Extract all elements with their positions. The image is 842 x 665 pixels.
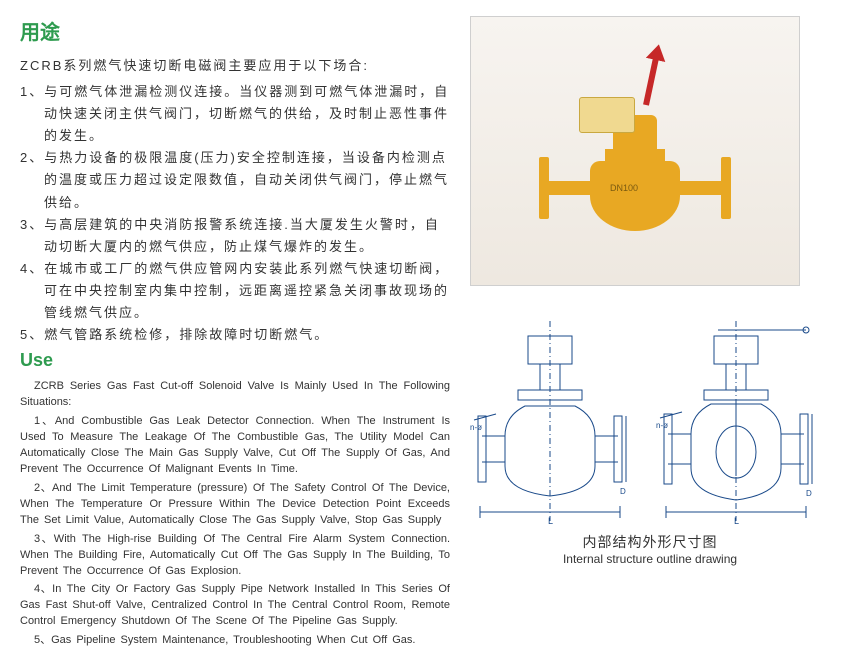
- list-en-item: 5、Gas Pipeline System Maintenance, Troub…: [20, 633, 450, 649]
- svg-text:L: L: [734, 516, 739, 526]
- technical-diagram: L n-ø D: [470, 316, 830, 566]
- diagram-caption-en: Internal structure outline drawing: [470, 552, 830, 566]
- schematic-b: L n-ø D: [656, 316, 816, 526]
- list-cn-item: 1、与可燃气体泄漏检测仪连接。当仪器测到可燃气体泄漏时，自动快速关闭主供气阀门，…: [20, 81, 450, 147]
- svg-text:D: D: [620, 487, 626, 496]
- intro-en: ZCRB Series Gas Fast Cut-off Solenoid Va…: [20, 379, 450, 411]
- list-en-item: 4、In The City Or Factory Gas Supply Pipe…: [20, 582, 450, 630]
- heading-cn: 用途: [20, 16, 450, 45]
- list-cn: 1、与可燃气体泄漏检测仪连接。当仪器测到可燃气体泄漏时，自动快速关闭主供气阀门，…: [20, 81, 450, 346]
- list-cn-item: 5、燃气管路系统检修，排除故障时切断燃气。: [20, 324, 450, 346]
- svg-text:n-ø: n-ø: [470, 423, 482, 432]
- list-en-item: 3、With The High-rise Building Of The Cen…: [20, 532, 450, 580]
- svg-text:L: L: [548, 516, 553, 526]
- list-cn-item: 3、与高层建筑的中央消防报警系统连接.当大厦发生火警时，自动切断大厦内的燃气供应…: [20, 214, 450, 258]
- list-en-item: 2、And The Limit Temperature (pressure) O…: [20, 481, 450, 529]
- list-cn-item: 4、在城市或工厂的燃气供应管网内安装此系列燃气快速切断阀，可在中央控制室内集中控…: [20, 258, 450, 324]
- list-en-item: 1、And Combustible Gas Leak Detector Conn…: [20, 414, 450, 478]
- diagram-caption-cn: 内部结构外形尺寸图: [470, 532, 830, 552]
- product-photo: [470, 16, 800, 286]
- text-column: 用途 ZCRB系列燃气快速切断电磁阀主要应用于以下场合: 1、与可燃气体泄漏检测…: [20, 16, 470, 649]
- intro-cn: ZCRB系列燃气快速切断电磁阀主要应用于以下场合:: [20, 55, 450, 77]
- svg-text:D: D: [806, 489, 812, 498]
- heading-en: Use: [20, 350, 450, 371]
- schematic-a: L n-ø D: [470, 316, 630, 526]
- image-column: L n-ø D: [470, 16, 822, 649]
- valve-icon: [535, 41, 735, 261]
- list-cn-item: 2、与热力设备的极限温度(压力)安全控制连接，当设备内检测点的温度或压力超过设定…: [20, 147, 450, 213]
- svg-text:n-ø: n-ø: [656, 421, 668, 430]
- list-en: 1、And Combustible Gas Leak Detector Conn…: [20, 414, 450, 649]
